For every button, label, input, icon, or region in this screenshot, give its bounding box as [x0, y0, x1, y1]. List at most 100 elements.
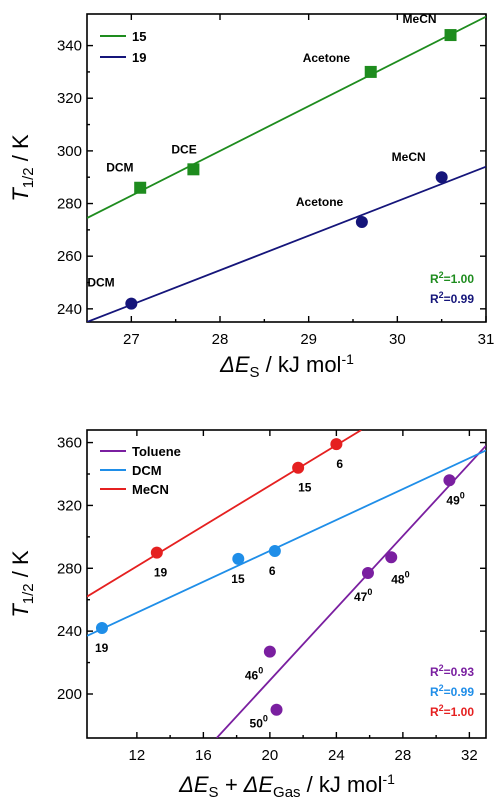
x-tick-label: 12: [129, 747, 146, 764]
top-chart-panel: 27 28 29 30 31 240 260 280 300 320 340 DCM DCE Aceton…: [8, 12, 494, 381]
data-point-circle: [270, 703, 283, 716]
point-label-sup: 0: [405, 569, 410, 579]
fit-line-toluene: [216, 445, 486, 738]
point-label-text: 50: [250, 717, 264, 731]
legend-entry: MeCN: [132, 482, 169, 497]
y-tick-label: 340: [57, 38, 82, 55]
point-label-text: 15: [298, 481, 312, 495]
data-point-square: [187, 163, 200, 176]
r2-value: 1.00: [451, 705, 475, 719]
point-label: 19: [154, 566, 168, 580]
bottom-chart-panel: 12 16 20 24 28 322002402803203604605004704804…: [8, 429, 487, 801]
data-point-circle: [330, 438, 343, 451]
legend-entry: Toluene: [132, 444, 181, 459]
ylab-unit: / K: [8, 550, 33, 583]
point-label: 460: [245, 666, 263, 683]
point-label-text: 19: [154, 566, 168, 580]
y-tick-label: 280: [57, 196, 82, 213]
y-tick-label: 240: [57, 301, 82, 318]
point-label-text: MeCN: [403, 12, 437, 26]
r2-sup: 2: [439, 683, 444, 693]
x-tick-label: 28: [395, 747, 412, 764]
point-label: 480: [391, 569, 409, 586]
data-point-circle: [443, 474, 456, 487]
legend-entry: 19: [132, 50, 146, 65]
data-point-circle: [355, 215, 368, 228]
point-label-sup: 0: [263, 714, 268, 724]
y-tick-label: 360: [57, 435, 82, 452]
y-tick-label: 200: [57, 686, 82, 703]
r2-sup: 2: [439, 703, 444, 713]
r2-sup: 2: [439, 663, 444, 673]
point-label-text: 46: [245, 669, 259, 683]
point-label: Acetone: [303, 51, 351, 65]
r2-symbol: R: [430, 292, 439, 306]
point-label: Acetone: [296, 195, 344, 209]
point-label: 490: [446, 490, 464, 507]
point-label: 6: [269, 564, 276, 578]
x-tick-label: 20: [262, 747, 279, 764]
point-label-sup: 0: [367, 587, 372, 597]
r-squared-label: R2=0.99: [430, 683, 474, 699]
r2-sup: 2: [439, 290, 444, 300]
point-label: 6: [336, 457, 343, 471]
r2-value: 1.00: [451, 272, 475, 286]
point-label: MeCN: [392, 150, 426, 164]
r-squared-label: R2=0.99: [430, 290, 474, 306]
y-tick-label: 260: [57, 248, 82, 265]
point-label-text: DCM: [106, 161, 133, 175]
data-point-circle: [435, 171, 448, 184]
x-axis-label: ΔES + ΔEGas / kJ mol-1: [178, 771, 395, 801]
r2-eq: =: [444, 665, 451, 679]
y-axis-label: T1/2 / K: [8, 550, 37, 618]
y-tick-label: 320: [57, 497, 82, 514]
r2-eq: =: [444, 292, 451, 306]
data-point-square: [444, 29, 457, 42]
r2-sup: 2: [439, 270, 444, 280]
r2-value: 0.99: [451, 292, 475, 306]
r2-eq: =: [444, 705, 451, 719]
r2-symbol: R: [430, 665, 439, 679]
r-squared-label: R2=0.93: [430, 663, 474, 679]
ylab-sub: 1/2: [20, 583, 37, 604]
data-point-square: [364, 65, 377, 78]
xlab-unit: / kJ mol: [260, 352, 342, 377]
fit-line-mecn: [87, 430, 362, 598]
ylab-main: T: [8, 187, 33, 202]
point-label-text: Acetone: [296, 195, 344, 209]
fit-line-15: [87, 15, 486, 219]
xlab-sub: S: [209, 784, 219, 801]
x-tick-label: 29: [300, 331, 317, 348]
point-label: 470: [354, 587, 372, 604]
xlab-sub: S: [250, 364, 260, 381]
xlab-sub2: Gas: [273, 784, 301, 801]
point-label-text: DCM: [87, 276, 114, 290]
fit-line-19: [87, 165, 486, 322]
data-point-circle: [150, 546, 163, 559]
point-label-text: 48: [391, 572, 405, 586]
plot-area: [87, 15, 486, 322]
x-axis-label: ΔES / kJ mol-1: [219, 351, 354, 381]
xlab-sup: -1: [382, 771, 395, 787]
x-tick-label: 27: [123, 331, 140, 348]
point-label-text: Acetone: [303, 51, 351, 65]
x-tick-label: 31: [478, 331, 495, 348]
data-point-circle: [361, 567, 374, 579]
point-label: DCE: [171, 142, 196, 156]
data-point-circle: [125, 297, 138, 310]
r-squared-label: R2=1.00: [430, 703, 474, 719]
r2-eq: =: [444, 272, 451, 286]
x-tick-label: 30: [389, 331, 406, 348]
ylab-unit: / K: [8, 134, 33, 167]
point-label: 15: [298, 481, 312, 495]
point-label-text: MeCN: [392, 150, 426, 164]
legend-entry: DCM: [132, 463, 162, 478]
plot-frame: [86, 13, 487, 323]
xlab-main: ΔE: [219, 352, 250, 377]
data-point-circle: [268, 545, 281, 557]
r2-eq: =: [444, 685, 451, 699]
r2-symbol: R: [430, 705, 439, 719]
data-point-circle: [263, 645, 276, 658]
point-label: 15: [231, 572, 245, 586]
